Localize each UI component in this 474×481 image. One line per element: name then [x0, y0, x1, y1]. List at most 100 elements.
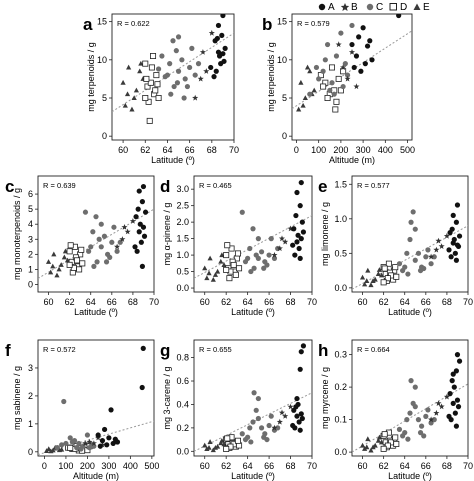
y-tick-label: 0 — [28, 279, 33, 289]
point-c — [107, 254, 113, 260]
point-a — [452, 250, 458, 256]
x-axis-label: Altitude (m) — [73, 471, 119, 481]
point-c — [88, 244, 94, 250]
point-a — [222, 45, 228, 51]
x-tick-label: 66 — [421, 461, 431, 471]
y-axis-label: mg terpenoids / g — [86, 42, 96, 112]
point-a — [296, 419, 302, 425]
x-tick-label: 68 — [286, 461, 296, 471]
point-e — [131, 95, 137, 100]
x-tick-label: 60 — [200, 461, 210, 471]
x-tick-label: 300 — [356, 145, 371, 155]
point-a — [453, 257, 459, 263]
point-a — [142, 209, 149, 215]
point-d — [226, 275, 233, 282]
point-a — [292, 252, 298, 258]
point-c — [247, 245, 253, 252]
point-a — [132, 244, 138, 250]
y-tick-label: 0.0 — [176, 446, 189, 456]
x-tick-label: 100 — [311, 145, 326, 155]
point-c — [242, 259, 249, 265]
point-d — [392, 434, 399, 441]
point-c — [342, 61, 348, 67]
point-a — [219, 32, 225, 38]
point-d — [146, 117, 153, 124]
point-c — [431, 254, 437, 260]
point-e — [210, 447, 216, 453]
x-tick-label: 60 — [44, 297, 54, 307]
y-tick-label: 3.0 — [176, 184, 189, 194]
point-b — [90, 440, 97, 446]
point-e — [204, 275, 210, 281]
point-a — [456, 358, 463, 364]
point-e — [375, 437, 381, 443]
x-tick-label: 62 — [379, 461, 389, 471]
point-d — [67, 444, 74, 451]
legend-label-a: A — [328, 2, 335, 13]
point-c — [333, 53, 340, 59]
y-tick-label: 0.2 — [334, 382, 347, 392]
point-e — [365, 267, 371, 273]
point-c — [258, 249, 265, 255]
panel-letter: c — [5, 177, 14, 196]
r-value-label: R = 0.465 — [199, 181, 232, 190]
point-b — [199, 49, 206, 55]
point-e — [43, 448, 50, 453]
point-c — [76, 440, 82, 447]
point-e — [48, 269, 54, 275]
point-a — [112, 436, 118, 442]
point-c — [111, 224, 117, 230]
point-c — [101, 233, 108, 239]
point-c — [417, 267, 424, 274]
point-d — [381, 431, 388, 438]
point-a — [134, 248, 140, 254]
point-c — [415, 417, 422, 423]
y-tick-label: 0 — [28, 447, 33, 457]
point-c — [69, 439, 75, 445]
point-e — [375, 271, 381, 277]
point-a — [298, 179, 304, 186]
point-e — [365, 436, 371, 442]
point-a — [294, 239, 300, 245]
point-c — [96, 236, 102, 242]
point-a — [451, 236, 457, 243]
point-a — [455, 404, 462, 410]
point-a — [349, 41, 355, 48]
x-tick-label: 62 — [65, 297, 75, 307]
x-axis-label: Latitude (º) — [231, 471, 275, 481]
point-b — [435, 400, 442, 406]
panel-h: h R = 0.664 60 62 64 66 68 70 0.0 0.1 0.2 0.3 Latitu… — [318, 339, 473, 481]
point-e — [207, 255, 213, 261]
point-e — [58, 262, 64, 267]
point-b — [276, 245, 283, 252]
x-tick-label: 62 — [379, 297, 389, 307]
x-tick-label: 60 — [200, 297, 210, 307]
plot-frame — [193, 339, 313, 457]
point-d — [340, 68, 347, 75]
legend-marker-b — [340, 3, 350, 11]
point-c — [174, 80, 181, 86]
point-a — [106, 435, 112, 441]
point-c — [266, 422, 272, 429]
panel-d: d R = 0.465 60 62 64 66 68 70 0.0 0.5 1.0 1.5 2.0 2.5… — [160, 175, 317, 317]
legend-marker-c — [366, 3, 374, 11]
r-value-label: R = 0.572 — [43, 345, 76, 354]
point-c — [327, 87, 333, 93]
point-e — [48, 448, 54, 454]
point-c — [331, 91, 337, 97]
point-d — [328, 64, 335, 71]
point-c — [114, 248, 120, 254]
point-c — [86, 445, 93, 451]
point-d — [142, 95, 149, 102]
point-d — [228, 245, 235, 252]
point-e — [210, 277, 216, 282]
point-d — [333, 98, 340, 105]
point-a — [139, 263, 145, 269]
point-a — [297, 203, 303, 209]
point-c — [179, 57, 185, 63]
point-c — [425, 407, 431, 413]
trend-line — [38, 208, 154, 279]
point-a — [454, 202, 461, 208]
point-a — [208, 64, 214, 71]
point-e — [138, 60, 144, 66]
